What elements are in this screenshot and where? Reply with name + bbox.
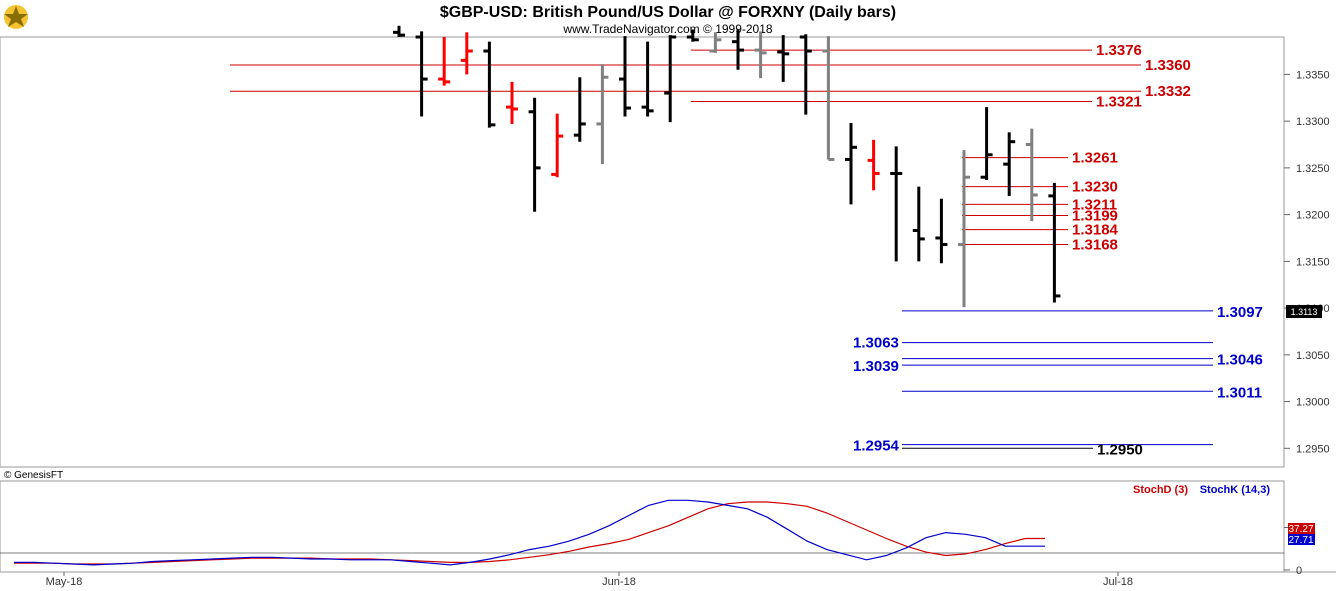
resistance-label: 1.3360 bbox=[1145, 57, 1191, 74]
ohlc-bar bbox=[709, 32, 722, 53]
support-label: 1.2954 bbox=[853, 438, 900, 455]
ohlc-bar bbox=[686, 29, 699, 42]
last-price-tag: 1.3113 bbox=[1291, 307, 1318, 317]
ohlc-bar bbox=[664, 35, 677, 123]
ohlc-bar bbox=[799, 34, 812, 115]
resistance-label: 1.3376 bbox=[1096, 42, 1142, 59]
legend-stochk: StochK (14,3) bbox=[1200, 484, 1271, 496]
x-tick-label: Jul-18 bbox=[1103, 576, 1133, 588]
ohlc-bar bbox=[822, 36, 835, 161]
support-label: 1.3011 bbox=[1217, 384, 1262, 401]
stochd-value-tag: 37.27 bbox=[1288, 524, 1313, 535]
ohlc-bar bbox=[573, 77, 586, 142]
ohlc-bar bbox=[393, 25, 405, 37]
logo-icon bbox=[4, 5, 28, 29]
stochastic-panel bbox=[0, 480, 1285, 573]
ohlc-bars bbox=[393, 25, 1061, 308]
ohlc-bar bbox=[483, 41, 496, 128]
resistance-label: 1.3332 bbox=[1145, 83, 1191, 100]
x-tick-label: Jun-18 bbox=[602, 576, 636, 588]
stoch-tick-label: 0 bbox=[1296, 565, 1302, 577]
ohlc-bar bbox=[1003, 132, 1016, 196]
stochastic-lines bbox=[0, 499, 1284, 566]
ohlc-bar bbox=[551, 113, 564, 178]
ohlc-bar bbox=[460, 32, 473, 75]
resistance-label: 1.3261 bbox=[1072, 150, 1118, 167]
stochd-value-tag-bg bbox=[1288, 523, 1315, 534]
ohlc-bar bbox=[438, 37, 451, 86]
price-tick-label: 1.3300 bbox=[1296, 116, 1330, 128]
support-label: 1.3063 bbox=[853, 335, 899, 352]
stochk-value-tag-bg bbox=[1288, 534, 1315, 545]
price-tick-label: 1.3200 bbox=[1296, 210, 1330, 222]
ohlc-bar bbox=[980, 107, 993, 181]
ohlc-bar bbox=[845, 123, 857, 205]
price-tick-label: 1.3050 bbox=[1296, 350, 1330, 362]
legend-stochd: StochD (3) bbox=[1133, 484, 1188, 496]
price-tick-label: 1.2950 bbox=[1296, 443, 1330, 455]
ohlc-bar bbox=[619, 36, 631, 117]
x-tick-label: May-18 bbox=[46, 576, 83, 588]
support-label: 1.3039 bbox=[853, 358, 899, 375]
ohlc-bar bbox=[506, 81, 518, 124]
ohlc-bar bbox=[528, 97, 541, 212]
ohlc-bar bbox=[958, 150, 970, 308]
ohlc-bar bbox=[415, 31, 428, 117]
price-axis: 1.33501.33001.32501.32001.31501.31001.30… bbox=[1284, 69, 1330, 455]
watermark: © GenesisFT bbox=[4, 470, 63, 481]
ohlc-bar bbox=[867, 139, 880, 191]
resistance-label: 1.3184 bbox=[1072, 222, 1119, 239]
resistance-label: 1.3168 bbox=[1072, 237, 1118, 254]
x-axis: May-18 Jun-18 Jul-18 bbox=[46, 572, 1133, 588]
ohlc-bar bbox=[1025, 128, 1038, 222]
ohlc-bar bbox=[1048, 182, 1061, 303]
support-label: 1.3097 bbox=[1217, 304, 1263, 321]
price-tick-label: 1.3250 bbox=[1296, 163, 1330, 175]
ohlc-bar bbox=[641, 41, 654, 117]
stochd-line bbox=[14, 501, 1045, 565]
last-price-tag-bg bbox=[1286, 305, 1322, 318]
stochk-line bbox=[14, 499, 1045, 566]
ohlc-bar bbox=[912, 186, 925, 262]
price-panel bbox=[0, 36, 1285, 468]
stochk-value-tag: 27.71 bbox=[1288, 535, 1313, 546]
resistance-label: 1.3230 bbox=[1072, 179, 1118, 196]
ohlc-bar bbox=[935, 198, 948, 264]
level-label: 1.2950 bbox=[1097, 441, 1143, 458]
resistance-label: 1.3211 bbox=[1072, 196, 1117, 213]
support-label: 1.3046 bbox=[1217, 352, 1263, 369]
ohlc-bar bbox=[596, 64, 609, 165]
ohlc-bar bbox=[732, 29, 744, 70]
ohlc-bar bbox=[890, 146, 903, 262]
ohlc-bar bbox=[754, 31, 767, 79]
price-tick-label: 1.3000 bbox=[1296, 397, 1330, 409]
chart-subtitle: www.TradeNavigator.com © 1999-2018 bbox=[562, 22, 772, 36]
price-tick-label: 1.3150 bbox=[1296, 256, 1330, 268]
resistance-label: 1.3199 bbox=[1072, 208, 1118, 225]
chart-title: $GBP-USD: British Pound/US Dollar @ FORX… bbox=[440, 4, 896, 21]
resistance-label: 1.3321 bbox=[1096, 94, 1142, 111]
ohlc-bar bbox=[777, 35, 790, 82]
price-tick-label: 1.3350 bbox=[1296, 69, 1330, 81]
